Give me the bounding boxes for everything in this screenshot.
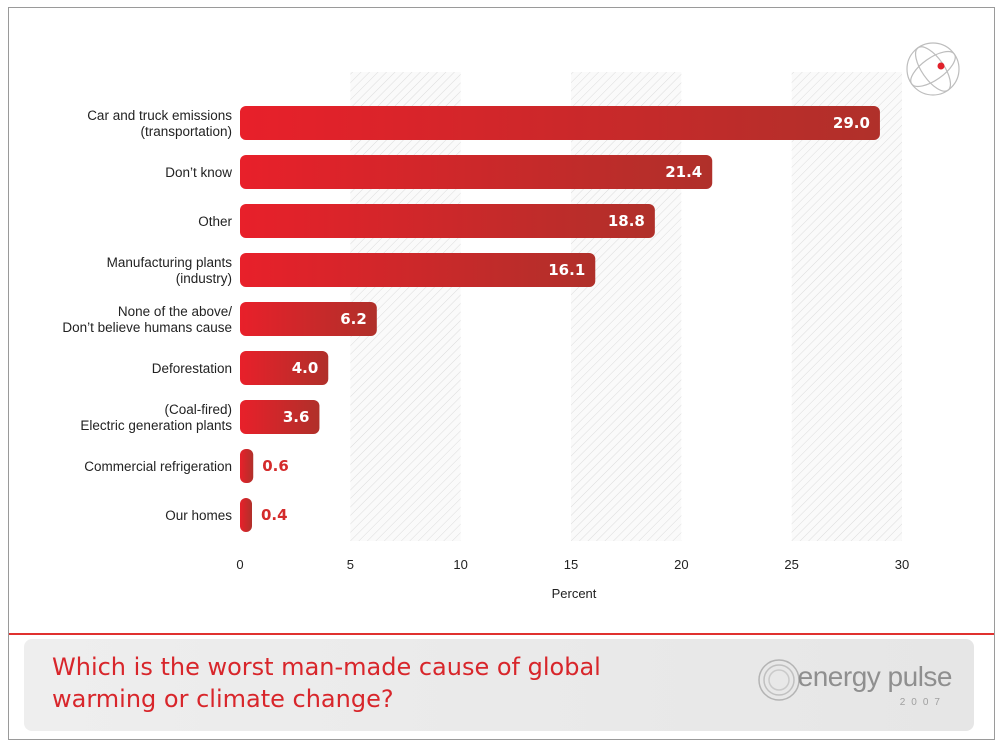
bar-value-label: 0.6 xyxy=(262,457,289,475)
bar-chart: 29.0 21.4 18.8 16.1 6.2 4.0 3.6 0.6 0.4 Car and … xyxy=(62,72,909,601)
bar-value-label: 18.8 xyxy=(608,212,645,230)
concentric-circles-icon xyxy=(758,659,800,701)
x-tick-label: 5 xyxy=(347,557,354,572)
bar xyxy=(240,400,320,434)
category-label: Deforestation xyxy=(152,361,232,376)
category-label: (Coal-fired) Electric generation plants xyxy=(80,402,232,433)
atom-orbit-icon xyxy=(906,42,960,96)
x-axis-title: Percent xyxy=(552,586,597,601)
x-tick-label: 0 xyxy=(236,557,243,572)
bar xyxy=(240,106,880,140)
brand-logo: energy pulse 2007 xyxy=(752,653,953,723)
bar xyxy=(240,449,254,483)
grid-band xyxy=(791,72,902,541)
bar-value-label: 16.1 xyxy=(548,261,585,279)
x-tick-label: 10 xyxy=(453,557,467,572)
footer-panel: Which is the worst man-made cause of glo… xyxy=(24,639,974,731)
footer-divider xyxy=(9,633,994,635)
chart-question-title: Which is the worst man-made cause of glo… xyxy=(52,653,601,713)
bar xyxy=(240,155,713,189)
bar-value-label: 4.0 xyxy=(292,359,319,377)
bar-value-label: 6.2 xyxy=(340,310,367,328)
chart-frame: 29.0 21.4 18.8 16.1 6.2 4.0 3.6 0.6 0.4 Car and … xyxy=(8,7,995,740)
category-label: Don’t know xyxy=(165,165,232,180)
x-tick-label: 25 xyxy=(784,557,798,572)
category-label: Car and truck emissions (transportation) xyxy=(87,108,232,139)
category-label: Commercial refrigeration xyxy=(84,459,232,474)
category-label: Manufacturing plants (industry) xyxy=(107,255,233,286)
x-tick-label: 20 xyxy=(674,557,688,572)
brand-year: 2007 xyxy=(899,697,946,708)
grid-band xyxy=(571,72,682,541)
x-tick-label: 15 xyxy=(564,557,578,572)
bar-value-label: 3.6 xyxy=(283,408,310,426)
bar xyxy=(240,351,329,385)
category-label: None of the above/Don’t believe humans c… xyxy=(62,304,232,335)
bar-value-label: 0.4 xyxy=(261,506,288,524)
bar xyxy=(240,498,252,532)
bar xyxy=(240,302,377,336)
brand-name: energy pulse xyxy=(797,661,953,692)
bar-value-label: 29.0 xyxy=(833,114,870,132)
bar xyxy=(240,204,655,238)
bar-value-label: 21.4 xyxy=(665,163,702,181)
category-label: Other xyxy=(198,214,232,229)
category-label: Our homes xyxy=(165,508,232,523)
x-tick-label: 30 xyxy=(895,557,909,572)
bar xyxy=(240,253,596,287)
